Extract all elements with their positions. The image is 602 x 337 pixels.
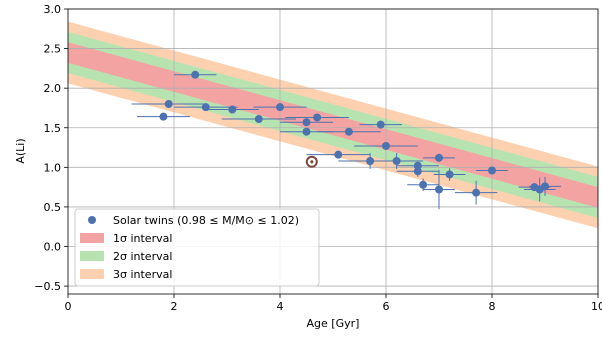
x-tick-label: 10 bbox=[591, 300, 602, 313]
y-tick-label: −0.5 bbox=[34, 280, 61, 293]
y-tick-label: 3.0 bbox=[44, 3, 62, 16]
x-tick-label: 0 bbox=[65, 300, 72, 313]
point-marker bbox=[159, 112, 168, 121]
data-point bbox=[280, 118, 333, 127]
y-tick-label: 0.0 bbox=[44, 241, 62, 254]
point-marker bbox=[228, 105, 237, 114]
y-tick-label: 1.5 bbox=[44, 122, 62, 135]
data-point bbox=[174, 70, 217, 79]
y-axis-label: A(Li) bbox=[14, 138, 27, 163]
legend-label: Solar twins (0.98 ≤ M/M⊙ ≤ 1.02) bbox=[113, 214, 299, 227]
point-marker bbox=[302, 127, 311, 136]
point-marker bbox=[254, 115, 263, 124]
point-marker bbox=[419, 180, 428, 189]
legend-label: 3σ interval bbox=[113, 268, 172, 281]
y-tick-label: 0.5 bbox=[44, 201, 62, 214]
legend-label: 1σ interval bbox=[113, 232, 172, 245]
legend-marker bbox=[88, 216, 96, 224]
y-tick-label: 1.0 bbox=[44, 161, 62, 174]
x-tick-label: 4 bbox=[277, 300, 284, 313]
point-marker bbox=[435, 153, 443, 162]
x-tick-label: 6 bbox=[383, 300, 390, 313]
legend-swatch bbox=[80, 269, 104, 279]
point-marker bbox=[488, 166, 496, 175]
legend-entry: 1σ interval bbox=[80, 232, 172, 245]
data-point bbox=[396, 165, 439, 177]
data-point bbox=[370, 153, 424, 169]
confidence-bands bbox=[68, 21, 598, 229]
data-point bbox=[454, 180, 498, 205]
data-point bbox=[423, 169, 455, 210]
point-marker bbox=[392, 157, 401, 165]
point-marker bbox=[164, 100, 173, 108]
legend-box bbox=[74, 208, 320, 287]
legend-swatch bbox=[80, 233, 104, 243]
data-point bbox=[317, 127, 381, 136]
legend: Solar twins (0.98 ≤ M/M⊙ ≤ 1.02) 1σ inter… bbox=[74, 208, 320, 287]
legend-label: 2σ interval bbox=[113, 250, 172, 263]
data-point bbox=[253, 103, 307, 112]
point-marker bbox=[445, 170, 454, 179]
point-marker bbox=[276, 103, 284, 112]
legend-entry: Solar twins (0.98 ≤ M/M⊙ ≤ 1.02) bbox=[88, 214, 299, 227]
legend-swatch bbox=[80, 251, 104, 261]
tick-labels: 0 2 4 6 8 10 −0.5 0.0 0.5 1.0 1.5 2.0 2.5 3.0 bbox=[34, 3, 602, 313]
data-point bbox=[476, 166, 508, 175]
data-point bbox=[205, 105, 259, 114]
data-point bbox=[221, 115, 296, 124]
data-point bbox=[423, 153, 455, 162]
y-tick-label: 2.5 bbox=[44, 43, 62, 56]
band-1sigma bbox=[68, 42, 598, 208]
point-marker bbox=[472, 188, 481, 197]
data-point bbox=[529, 176, 561, 196]
sun-marker bbox=[305, 155, 318, 168]
data-point bbox=[285, 113, 349, 122]
x-axis-label: Age [Gyr] bbox=[307, 317, 360, 330]
point-marker bbox=[302, 118, 311, 127]
sun-dot bbox=[310, 160, 314, 164]
x-tick-label: 8 bbox=[489, 300, 496, 313]
point-marker bbox=[344, 127, 353, 136]
point-marker bbox=[313, 113, 322, 122]
point-marker bbox=[541, 182, 549, 191]
point-marker bbox=[334, 150, 343, 159]
legend-entry: 2σ interval bbox=[80, 250, 172, 263]
point-marker bbox=[435, 185, 443, 194]
plot-frame bbox=[67, 8, 599, 295]
data-point bbox=[306, 150, 371, 159]
point-marker bbox=[382, 141, 390, 150]
legend-entry: 3σ interval bbox=[80, 268, 172, 281]
data-point bbox=[136, 112, 190, 121]
point-marker bbox=[413, 167, 422, 176]
axes bbox=[64, 8, 599, 298]
point-marker bbox=[191, 70, 200, 79]
point-marker bbox=[376, 120, 385, 129]
data-point bbox=[131, 100, 206, 108]
y-tick-label: 2.0 bbox=[44, 82, 62, 95]
x-tick-label: 2 bbox=[171, 300, 178, 313]
data-point bbox=[407, 178, 439, 192]
data-points bbox=[131, 70, 561, 210]
data-point bbox=[359, 120, 402, 129]
data-point bbox=[354, 141, 418, 150]
